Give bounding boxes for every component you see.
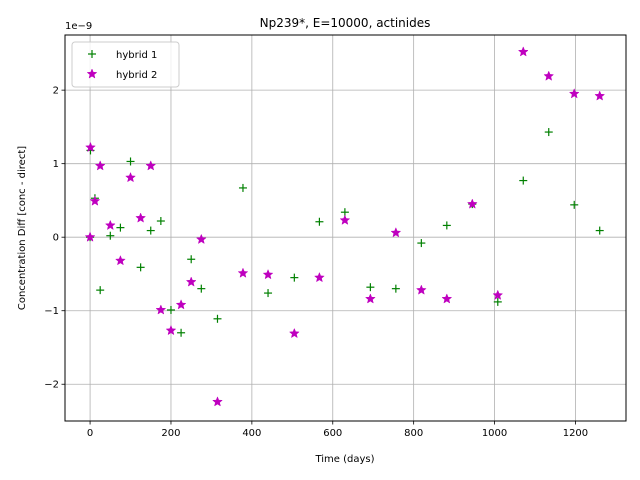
y-axis-label: Concentration Diff [conc - direct] <box>17 146 28 310</box>
legend-marker-hybrid-1 <box>88 50 96 58</box>
data-point <box>104 219 116 231</box>
x-tick-label: 200 <box>161 428 180 439</box>
data-point <box>197 284 206 293</box>
data-point <box>115 255 126 266</box>
data-point <box>339 214 351 225</box>
data-point <box>94 160 106 171</box>
y-tick-label: −1 <box>44 306 59 317</box>
data-point <box>415 284 427 295</box>
x-tick-label: 600 <box>323 428 342 439</box>
data-point <box>89 195 101 206</box>
data-point <box>314 271 325 283</box>
data-point <box>126 157 135 166</box>
data-point <box>213 314 222 323</box>
data-point <box>175 299 187 310</box>
plot-area <box>65 35 626 421</box>
data-point <box>290 273 299 282</box>
data-point <box>417 239 426 248</box>
x-axis-label: Time (days) <box>314 454 374 465</box>
data-point <box>185 276 197 287</box>
data-point <box>136 263 145 272</box>
data-point <box>391 284 400 293</box>
data-point <box>106 231 115 240</box>
chart-title: Np239*, E=10000, actinides <box>260 16 431 30</box>
data-point <box>156 217 165 226</box>
x-tick-label: 400 <box>242 428 261 439</box>
data-point <box>364 293 376 304</box>
data-point <box>594 90 606 101</box>
data-point <box>146 226 155 235</box>
data-point <box>264 289 273 298</box>
y-tick-label: 0 <box>53 233 59 244</box>
series-layer <box>84 46 606 407</box>
data-point <box>390 227 402 238</box>
series-hybrid-1 <box>86 128 604 337</box>
data-point <box>595 226 604 235</box>
legend-marker-symbol <box>86 68 98 79</box>
y-tick-label: 2 <box>53 86 59 97</box>
x-tick-label: 0 <box>87 428 93 439</box>
series-hybrid-2 <box>84 46 606 407</box>
data-point <box>125 171 136 183</box>
legend-label-hybrid-1: hybrid 1 <box>116 50 157 61</box>
data-point <box>238 183 247 192</box>
data-point <box>288 327 300 339</box>
data-point <box>237 267 249 278</box>
y-scale-offset-label: 1e−9 <box>65 21 92 32</box>
legend: hybrid 1 hybrid 2 <box>71 41 180 88</box>
data-point <box>544 128 553 137</box>
data-point <box>155 304 167 315</box>
data-point <box>519 176 528 185</box>
data-point <box>442 221 451 230</box>
data-point <box>492 289 504 300</box>
x-tick-label: 1000 <box>482 428 507 439</box>
data-point <box>177 328 186 337</box>
data-point <box>145 160 157 171</box>
legend-marker-hybrid-2 <box>86 68 98 79</box>
data-point <box>441 293 453 304</box>
x-tick-label: 1200 <box>563 428 588 439</box>
data-point <box>84 231 96 242</box>
data-point <box>517 46 529 57</box>
data-point <box>493 297 502 306</box>
legend-label-hybrid-2: hybrid 2 <box>116 70 157 81</box>
y-tick-label: −2 <box>44 380 59 391</box>
data-point <box>116 223 125 232</box>
y-axis: −2 −1 0 1 2 <box>44 86 65 391</box>
data-point <box>262 269 274 280</box>
data-point <box>166 305 175 314</box>
legend-marker-symbol <box>88 50 96 58</box>
x-axis: 0 200 400 600 800 1000 1200 <box>87 421 588 439</box>
data-point <box>466 198 478 209</box>
x-tick-label: 800 <box>404 428 423 439</box>
plot-frame <box>64 34 627 422</box>
data-point <box>212 396 223 407</box>
legend-box <box>71 41 180 88</box>
data-point <box>543 70 555 81</box>
data-point <box>96 286 105 295</box>
data-point <box>570 200 579 209</box>
data-point <box>135 212 147 223</box>
data-point <box>187 255 196 264</box>
data-point <box>85 141 96 153</box>
y-tick-label: 1 <box>53 159 59 170</box>
data-point <box>165 324 177 336</box>
data-point <box>315 217 324 226</box>
data-point <box>568 88 580 99</box>
data-point <box>195 233 207 244</box>
data-point <box>366 283 375 292</box>
